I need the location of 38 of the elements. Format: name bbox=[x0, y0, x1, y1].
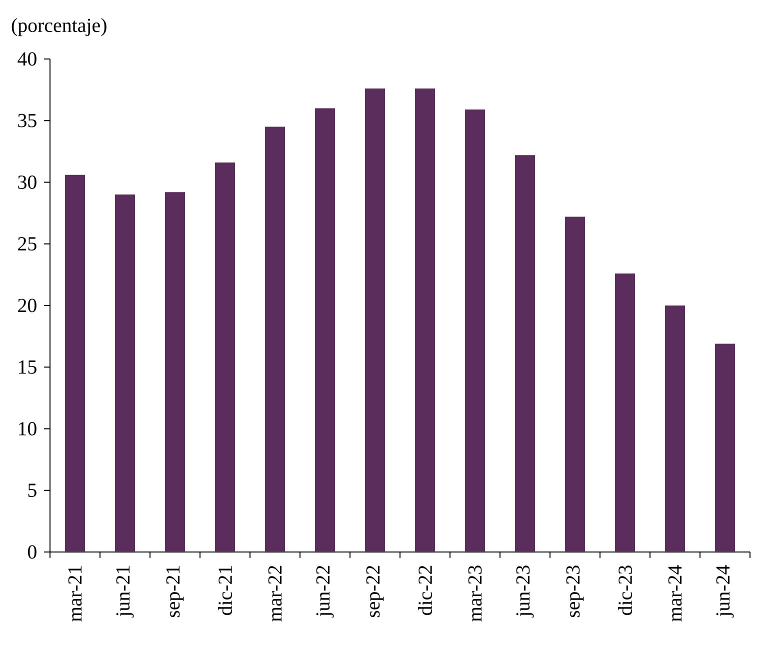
bar bbox=[665, 305, 686, 552]
bar bbox=[465, 110, 486, 552]
bar bbox=[365, 88, 386, 552]
bar bbox=[415, 88, 436, 552]
bar bbox=[115, 194, 136, 552]
bar bbox=[715, 344, 736, 552]
bar bbox=[515, 155, 536, 552]
x-tick-label: mar-23 bbox=[468, 566, 482, 622]
y-tick-label: 5 bbox=[28, 484, 36, 497]
x-tick-label: sep-23 bbox=[566, 566, 584, 618]
bar bbox=[315, 108, 336, 552]
y-axis-title: (porcentaje) bbox=[12, 18, 106, 36]
x-tick-label: jun-23 bbox=[516, 566, 534, 618]
y-tick-label: 0 bbox=[28, 545, 36, 559]
y-tick-label: 10 bbox=[18, 422, 36, 436]
y-tick-label: 35 bbox=[18, 114, 36, 128]
x-tick-label: mar-21 bbox=[68, 566, 82, 622]
bar bbox=[565, 216, 586, 552]
x-tick-label: mar-22 bbox=[268, 566, 282, 622]
bar bbox=[215, 162, 236, 552]
x-tick-label: jun-24 bbox=[716, 565, 734, 618]
x-tick-label: mar-24 bbox=[668, 565, 682, 622]
bar bbox=[165, 192, 186, 552]
x-tick-label: dic-21 bbox=[218, 566, 232, 616]
bar bbox=[65, 174, 86, 552]
y-tick-label: 25 bbox=[18, 237, 36, 251]
x-tick-label: dic-22 bbox=[418, 566, 432, 616]
bar bbox=[615, 273, 636, 552]
y-tick-label: 30 bbox=[18, 176, 36, 189]
x-tick-label: jun-21 bbox=[116, 566, 134, 618]
y-tick-label: 15 bbox=[18, 360, 36, 374]
y-tick-label: 40 bbox=[18, 52, 36, 66]
y-tick-label: 20 bbox=[18, 298, 36, 312]
bar bbox=[265, 126, 286, 552]
x-tick-label: jun-22 bbox=[316, 566, 334, 618]
x-tick-label: sep-22 bbox=[366, 566, 384, 618]
x-tick-label: dic-23 bbox=[618, 566, 632, 616]
x-tick-label: sep-21 bbox=[166, 566, 184, 618]
